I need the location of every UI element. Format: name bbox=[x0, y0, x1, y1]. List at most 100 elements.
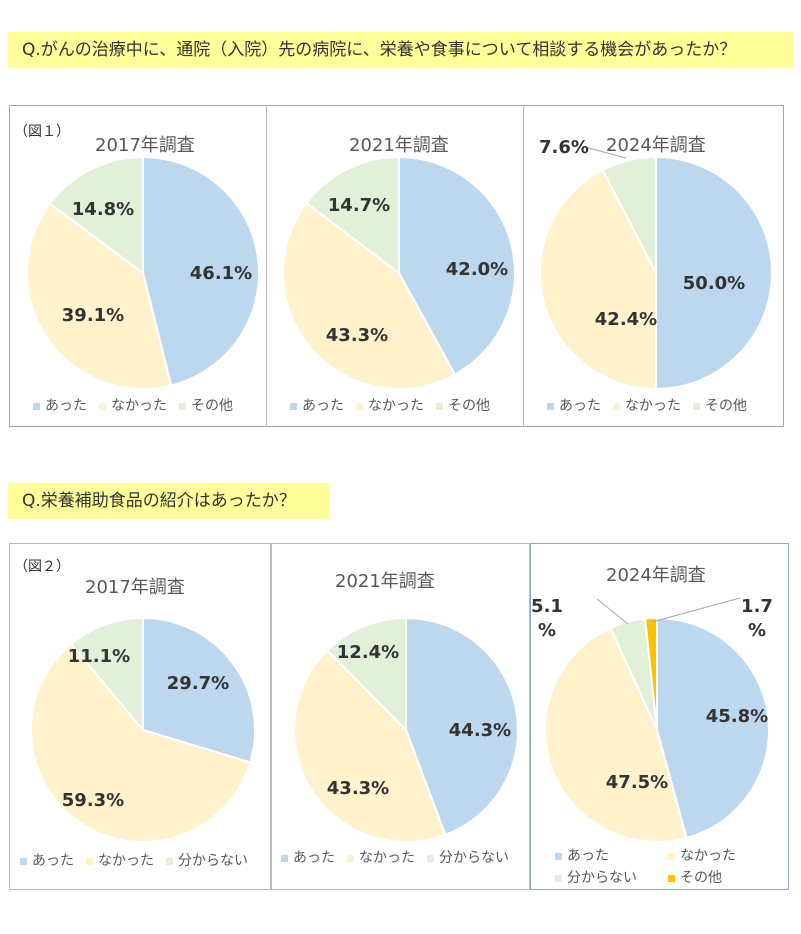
figure-2-panel-b bbox=[271, 543, 530, 890]
figure-2-panel-a bbox=[9, 543, 271, 890]
data-label-3: 12.4% bbox=[337, 642, 399, 663]
legend-label: なかった bbox=[98, 853, 154, 869]
pie-slice-1 bbox=[656, 616, 770, 840]
legend-item: 分からない bbox=[555, 867, 660, 889]
figure-2-label: （図２） bbox=[14, 559, 70, 575]
legend-swatch bbox=[86, 857, 93, 865]
pie-slice-1 bbox=[142, 155, 260, 387]
legend-swatch bbox=[281, 854, 288, 862]
legend-item: なかった bbox=[356, 395, 424, 415]
chart-legend: あった なかった その他 bbox=[33, 395, 253, 415]
legend-label: その他 bbox=[191, 398, 233, 414]
legend-label: 分からない bbox=[178, 853, 248, 869]
data-label-1: 50.0% bbox=[683, 273, 745, 294]
data-label-2: 39.1% bbox=[62, 305, 124, 326]
legend-item: あった bbox=[290, 395, 344, 415]
pie-slice-2 bbox=[539, 168, 657, 391]
legend-swatch bbox=[427, 854, 434, 862]
legend-label: 分からない bbox=[439, 850, 509, 866]
chart-title: 2024年調査 bbox=[606, 565, 706, 586]
chart-legend: あった なかった 分からない bbox=[20, 850, 270, 870]
data-label-1: 29.7% bbox=[167, 673, 229, 694]
legend-label: なかった bbox=[359, 850, 415, 866]
pie-slice-1 bbox=[655, 155, 773, 391]
legend-swatch bbox=[547, 402, 554, 410]
legend-swatch bbox=[436, 402, 443, 410]
legend-label: その他 bbox=[680, 870, 722, 886]
legend-label: あった bbox=[559, 398, 601, 414]
legend-label: あった bbox=[45, 398, 87, 414]
pie-slice-1 bbox=[142, 616, 256, 764]
legend-swatch bbox=[555, 852, 562, 860]
chart-title: 2017年調査 bbox=[95, 135, 195, 156]
pie-slice-2 bbox=[30, 642, 252, 843]
data-label-3: 14.8% bbox=[72, 199, 134, 220]
legend-label: あった bbox=[302, 398, 344, 414]
data-label-3: 14.7% bbox=[328, 195, 390, 216]
chart-title: 2021年調査 bbox=[335, 571, 435, 592]
pie-slice-3 bbox=[48, 155, 144, 275]
question-1: Q.がんの治療中に、通院（入院）先の病院に、栄養や食事について相談する機会があっ… bbox=[8, 32, 794, 68]
data-label-2: 42.4% bbox=[595, 309, 657, 330]
pie-slice-4 bbox=[643, 616, 658, 731]
legend-item: あった bbox=[20, 850, 74, 870]
legend-swatch bbox=[99, 402, 106, 410]
pie-slice-3 bbox=[305, 155, 400, 276]
legend-item: なかった bbox=[99, 395, 167, 415]
chart-legend: あった なかった 分からない bbox=[281, 847, 531, 867]
legend-swatch bbox=[693, 402, 700, 410]
legend-swatch bbox=[356, 402, 363, 410]
pie-slice-3 bbox=[601, 155, 657, 274]
legend-label: なかった bbox=[111, 398, 167, 414]
legend-label: あった bbox=[567, 848, 609, 864]
figure-1-label: （図１） bbox=[14, 124, 70, 140]
figure-1-divider-1 bbox=[266, 105, 524, 427]
legend-item: 分からない bbox=[166, 850, 248, 870]
legend-item: 分からない bbox=[427, 847, 509, 867]
pie-slice-1 bbox=[398, 155, 516, 377]
legend-item: その他 bbox=[693, 395, 747, 415]
legend-item: その他 bbox=[668, 867, 773, 889]
data-label-3: 7.6% bbox=[539, 137, 589, 158]
legend-label: その他 bbox=[448, 398, 490, 414]
chart-title: 2017年調査 bbox=[85, 577, 185, 598]
pie-slice-2 bbox=[293, 648, 447, 843]
legend-label: なかった bbox=[625, 398, 681, 414]
legend-label: その他 bbox=[705, 398, 747, 414]
legend-swatch bbox=[33, 402, 40, 410]
legend-label: あった bbox=[32, 853, 74, 869]
legend-swatch bbox=[290, 402, 297, 410]
leader-line-7-6 bbox=[584, 146, 627, 159]
legend-item: あった bbox=[547, 395, 601, 415]
data-label-3: 5.1% bbox=[531, 596, 563, 641]
legend-swatch bbox=[668, 874, 675, 882]
data-label-2: 59.3% bbox=[62, 790, 124, 811]
pie-slice-3 bbox=[69, 616, 144, 733]
data-label-3: 11.1% bbox=[68, 646, 130, 667]
legend-item: なかった bbox=[86, 850, 154, 870]
data-label-2: 43.3% bbox=[327, 778, 389, 799]
legend-item: あった bbox=[33, 395, 87, 415]
legend-swatch bbox=[179, 402, 186, 410]
data-label-2: 47.5% bbox=[606, 772, 668, 793]
leader-line-5-1 bbox=[596, 598, 629, 625]
data-label-1: 45.8% bbox=[706, 706, 768, 727]
legend-swatch bbox=[166, 857, 173, 865]
pie-slice-3 bbox=[325, 616, 407, 733]
pie-slice-1 bbox=[405, 616, 519, 837]
legend-label: なかった bbox=[368, 398, 424, 414]
figure-2-panel-c bbox=[530, 543, 789, 890]
legend-item: その他 bbox=[436, 395, 490, 415]
pie-slice-2 bbox=[282, 201, 457, 390]
legend-swatch bbox=[555, 874, 562, 882]
